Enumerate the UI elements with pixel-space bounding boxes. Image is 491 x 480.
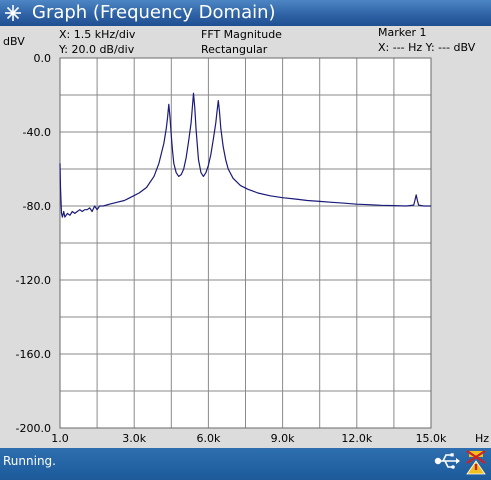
marker-readout: X: --- Hz Y: --- dBV — [378, 41, 476, 54]
marker-title: Marker 1 — [378, 26, 427, 39]
y-tick-label: -120.0 — [16, 274, 51, 287]
window-title: Graph (Frequency Domain) — [32, 2, 276, 23]
y-tick-label: -200.0 — [16, 422, 51, 435]
x-scale-readout: X: 1.5 kHz/div — [59, 28, 136, 41]
x-tick-label: 6.0k — [196, 432, 220, 445]
measurement-type: FFT Magnitude — [201, 28, 282, 41]
y-scale-readout: Y: 20.0 dB/div — [59, 43, 135, 56]
status-text: Running. — [3, 454, 56, 468]
y-tick-label: -160.0 — [16, 348, 51, 361]
x-tick-label: 1.0 — [51, 432, 69, 445]
plot-border — [59, 57, 432, 429]
x-tick-label: 9.0k — [271, 432, 295, 445]
window-type: Rectangular — [201, 43, 268, 56]
fft-chart[interactable]: 0.0 -40.0 -80.0 -120.0 -160.0 -200.01.0 3.0k 6.… — [0, 26, 491, 448]
x-unit-label: Hz — [475, 432, 489, 445]
title-bar: Graph (Frequency Domain) — [0, 0, 491, 26]
x-tick-label: 15.0k — [416, 432, 447, 445]
graph-area: dBV X: 1.5 kHz/div Y: 20.0 dB/div FFT Ma… — [0, 26, 491, 448]
y-tick-label: 0.0 — [34, 52, 52, 65]
spark-icon — [5, 5, 21, 21]
usb-icon[interactable] — [434, 450, 460, 472]
x-tick-label: 3.0k — [122, 432, 146, 445]
status-bar: Running. — [0, 448, 491, 480]
x-tick-label: 12.0k — [341, 432, 372, 445]
y-unit-label: dBV — [3, 35, 25, 48]
fft-trace-line — [59, 92, 431, 218]
warning-icon[interactable] — [464, 449, 488, 475]
y-tick-label: -80.0 — [23, 200, 51, 213]
y-tick-label: -40.0 — [23, 126, 51, 139]
